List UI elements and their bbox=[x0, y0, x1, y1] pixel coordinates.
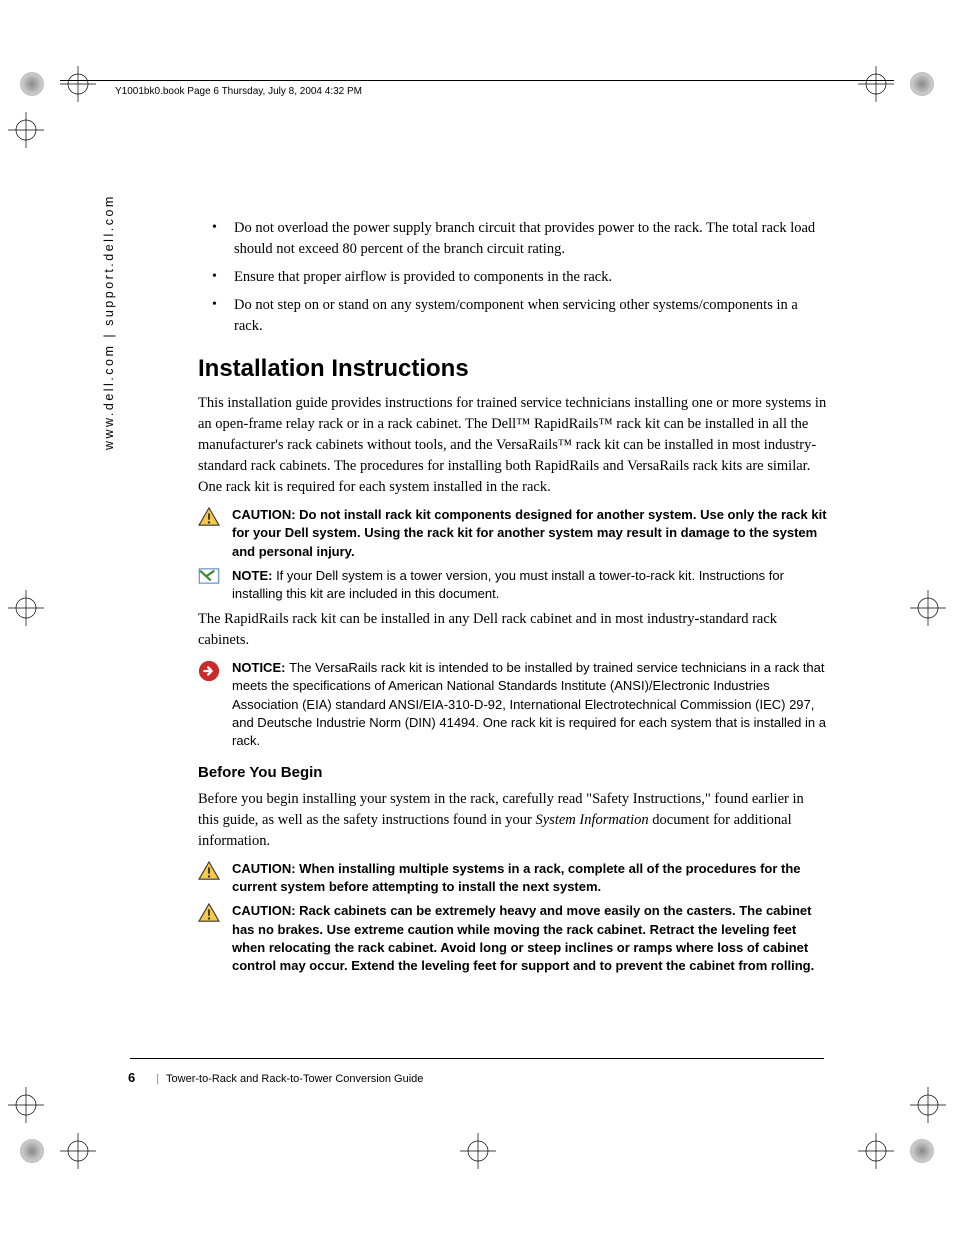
crosshair-mark bbox=[8, 590, 44, 626]
crosshair-mark bbox=[460, 1133, 496, 1169]
crosshair-mark bbox=[8, 1087, 44, 1123]
note-icon bbox=[198, 568, 220, 584]
bullet-list: Do not overload the power supply branch … bbox=[198, 218, 828, 337]
note-label: NOTE: bbox=[232, 568, 276, 583]
caution-icon bbox=[198, 507, 220, 527]
footer-separator: | bbox=[156, 1073, 159, 1085]
mid-paragraph: The RapidRails rack kit can be installed… bbox=[198, 609, 828, 651]
notice-text: The VersaRails rack kit is intended to b… bbox=[232, 660, 826, 748]
caution-text: Do not install rack kit components desig… bbox=[232, 507, 827, 558]
header-rule bbox=[60, 80, 894, 81]
footer-rule bbox=[130, 1058, 824, 1059]
before-text-italic: System Information bbox=[535, 812, 648, 828]
crosshair-mark bbox=[910, 590, 946, 626]
print-mark-circle bbox=[910, 1139, 934, 1163]
print-mark-circle bbox=[20, 1139, 44, 1163]
caution-label: CAUTION: bbox=[232, 903, 299, 918]
caution-label: CAUTION: bbox=[232, 861, 299, 876]
page-number: 6 bbox=[128, 1070, 135, 1085]
caution-label: CAUTION: bbox=[232, 507, 299, 522]
caution-block: CAUTION: When installing multiple system… bbox=[198, 860, 828, 896]
before-paragraph: Before you begin installing your system … bbox=[198, 789, 828, 852]
caution-text: Rack cabinets can be extremely heavy and… bbox=[232, 903, 814, 973]
print-mark-circle bbox=[20, 72, 44, 96]
intro-paragraph: This installation guide provides instruc… bbox=[198, 393, 828, 498]
print-mark-circle bbox=[910, 72, 934, 96]
page-content: Do not overload the power supply branch … bbox=[198, 218, 828, 981]
note-block: NOTE: If your Dell system is a tower ver… bbox=[198, 567, 828, 603]
sidebar-url: www.dell.com | support.dell.com bbox=[102, 194, 116, 450]
caution-block: CAUTION: Rack cabinets can be extremely … bbox=[198, 902, 828, 975]
section-heading: Installation Instructions bbox=[198, 355, 828, 383]
notice-icon bbox=[198, 660, 220, 682]
crosshair-mark bbox=[8, 112, 44, 148]
bullet-item: Do not overload the power supply branch … bbox=[198, 218, 828, 260]
crosshair-mark bbox=[910, 1087, 946, 1123]
notice-block: NOTICE: The VersaRails rack kit is inten… bbox=[198, 659, 828, 750]
caution-icon bbox=[198, 861, 220, 881]
footer-title: Tower-to-Rack and Rack-to-Tower Conversi… bbox=[166, 1073, 423, 1085]
page-footer: 6 | Tower-to-Rack and Rack-to-Tower Conv… bbox=[128, 1070, 423, 1085]
caution-icon bbox=[198, 903, 220, 923]
note-text: If your Dell system is a tower version, … bbox=[232, 568, 784, 601]
header-metadata: Y1001bk0.book Page 6 Thursday, July 8, 2… bbox=[115, 86, 362, 97]
bullet-item: Do not step on or stand on any system/co… bbox=[198, 295, 828, 337]
caution-block: CAUTION: Do not install rack kit compone… bbox=[198, 506, 828, 561]
notice-label: NOTICE: bbox=[232, 660, 289, 675]
crosshair-mark bbox=[858, 66, 894, 102]
crosshair-mark bbox=[60, 66, 96, 102]
subsection-heading: Before You Begin bbox=[198, 764, 828, 781]
bullet-item: Ensure that proper airflow is provided t… bbox=[198, 267, 828, 288]
crosshair-mark bbox=[60, 1133, 96, 1169]
caution-text: When installing multiple systems in a ra… bbox=[232, 861, 801, 894]
crosshair-mark bbox=[858, 1133, 894, 1169]
